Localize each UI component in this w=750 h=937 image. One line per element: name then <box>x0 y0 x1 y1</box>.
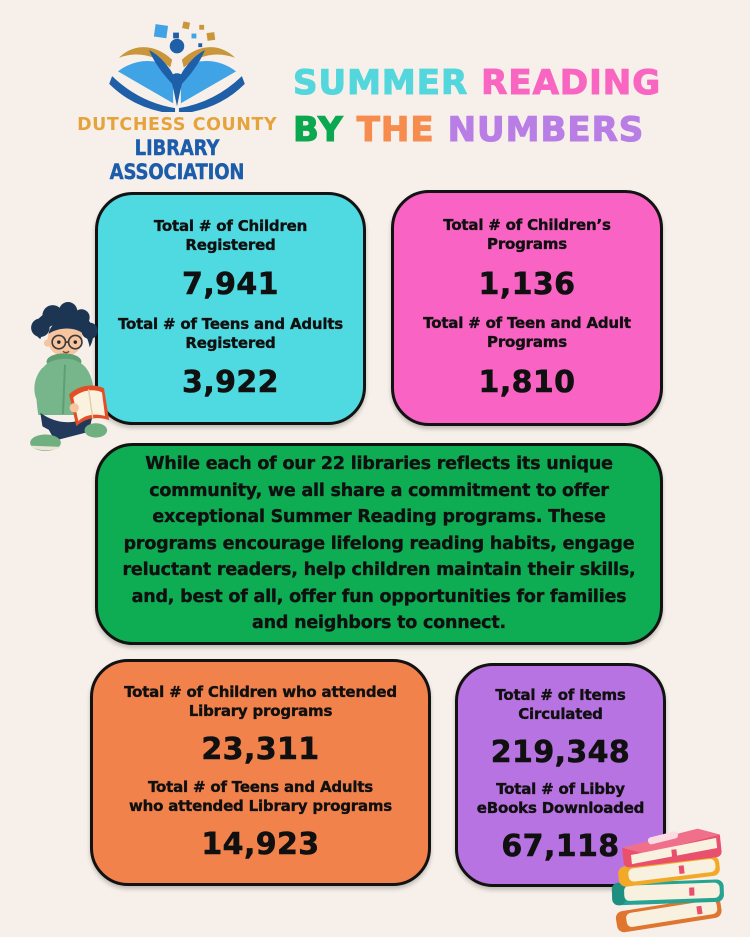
stat-value-items-circulated: 219,348 <box>490 734 631 771</box>
stat-value-children-registered: 7,941 <box>182 267 279 303</box>
stat-value-childrens-programs: 1,136 <box>478 266 576 302</box>
title-line-2: BY THE NUMBERS <box>292 107 693 154</box>
logo: DUTCHESS COUNTY LIBRARY ASSOCIATION <box>62 20 292 184</box>
stat-value-children-attended: 23,311 <box>201 732 320 768</box>
stat-label-libby-ebooks: Total # of Libby eBooks Downloaded <box>476 780 645 818</box>
title-word-by: BY <box>292 109 344 150</box>
stat-label-items-circulated: Total # of Items Circulated <box>495 686 626 724</box>
stat-card-circulation: Total # of Items Circulated 219,348 Tota… <box>455 663 666 887</box>
mission-statement-text: While each of our 22 libraries reflects … <box>122 454 636 634</box>
stat-label-teen-adult-programs: Total # of Teen and Adult Programs <box>423 314 631 352</box>
stat-label-teens-adults-attended: Total # of Teens and Adults who attended… <box>128 777 393 816</box>
title-word-the: THE <box>356 109 435 150</box>
stat-value-teen-adult-programs: 1,810 <box>478 365 576 401</box>
title-word-reading: READING <box>481 62 662 103</box>
title-word-numbers: NUMBERS <box>447 109 645 150</box>
stat-card-programs: Total # of Children’s Programs 1,136 Tot… <box>391 190 663 426</box>
stat-label-teens-adults-registered: Total # of Teens and Adults Registered <box>117 314 344 352</box>
stat-label-children-registered: Total # of Children Registered <box>153 217 308 255</box>
stat-value-teens-adults-registered: 3,922 <box>182 364 279 401</box>
stat-card-registrations: Total # of Children Registered 7,941 Tot… <box>95 192 366 425</box>
mission-statement-card: While each of our 22 libraries reflects … <box>95 443 663 645</box>
title-word-summer: SUMMER <box>292 62 469 103</box>
stat-label-childrens-programs: Total # of Children’s Programs <box>443 215 611 253</box>
page-title: SUMMER READING BY THE NUMBERS <box>292 60 693 154</box>
stat-card-attendance: Total # of Children who attended Library… <box>90 659 431 886</box>
stat-value-teens-adults-attended: 14,923 <box>201 827 320 863</box>
reading-child-illustration <box>30 302 110 451</box>
logo-org-name-line2: LIBRARY ASSOCIATION <box>109 136 245 184</box>
book-stack-illustration <box>611 828 724 933</box>
stat-value-libby-ebooks: 67,118 <box>501 828 620 864</box>
logo-org-name-line1: DUTCHESS COUNTY <box>76 114 278 135</box>
open-book-reader-logo-icon <box>109 21 245 112</box>
stat-label-children-attended: Total # of Children who attended Library… <box>124 682 397 721</box>
title-line-1: SUMMER READING <box>292 60 693 107</box>
